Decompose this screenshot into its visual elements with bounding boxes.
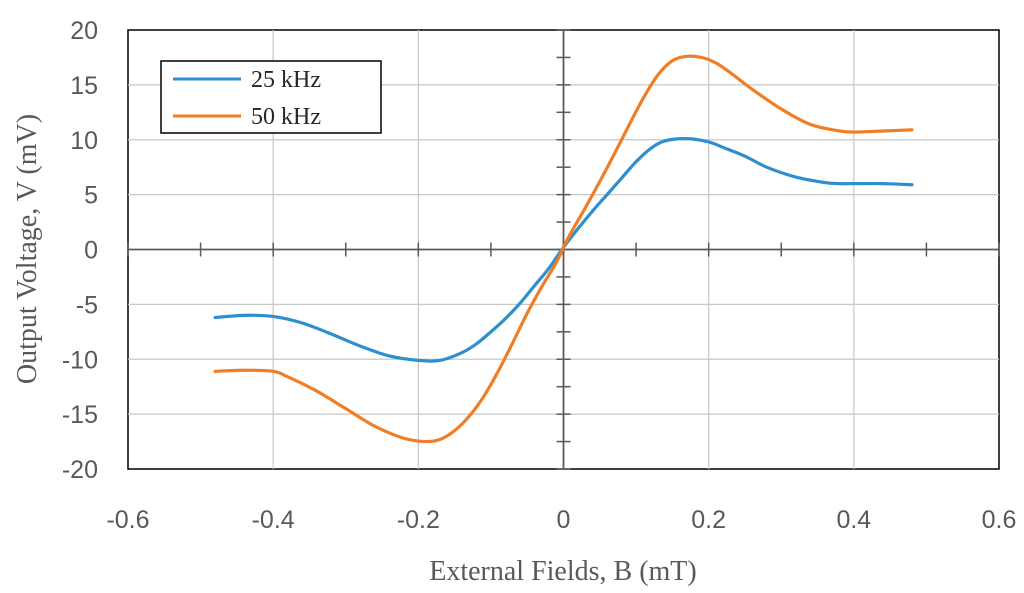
x-tick-label-2: -0.2	[397, 506, 440, 534]
y-tick-label-7: 15	[70, 72, 98, 100]
y-tick-label-1: -15	[62, 401, 98, 429]
y-axis-title: Output Voltage, V (mV)	[12, 114, 43, 384]
y-tick-label-5: 5	[84, 182, 98, 210]
y-tick-label-4: 0	[84, 237, 98, 265]
x-tick-label-6: 0.6	[982, 506, 1017, 534]
x-tick-label-3: 0	[557, 506, 571, 534]
x-tick-label-0: -0.6	[106, 506, 149, 534]
series-line-50-khz	[213, 54, 914, 444]
y-tick-label-3: -5	[76, 291, 98, 319]
y-tick-label-2: -10	[62, 346, 98, 374]
y-tick-label-6: 10	[70, 127, 98, 155]
legend: 25 kHz 50 kHz	[160, 60, 382, 134]
x-axis-title: External Fields, B (mT)	[429, 556, 697, 587]
legend-box	[160, 60, 382, 134]
y-tick-label-8: 20	[70, 17, 98, 45]
x-tick-label-5: 0.4	[836, 506, 871, 534]
series-line-25-khz	[213, 137, 914, 363]
x-tick-label-1: -0.4	[252, 506, 295, 534]
series-group	[213, 54, 914, 444]
tick-labels: -0.6 -0.4 -0.2 0 0.2 0.4 0.6 -20 -15 -10 -5 0 5 10 15 2…	[62, 17, 1017, 534]
legend-label-50khz: 50 kHz	[251, 104, 321, 130]
y-tick-label-0: -20	[62, 456, 98, 484]
legend-label-25khz: 25 kHz	[251, 67, 321, 93]
x-tick-label-4: 0.2	[691, 506, 726, 534]
